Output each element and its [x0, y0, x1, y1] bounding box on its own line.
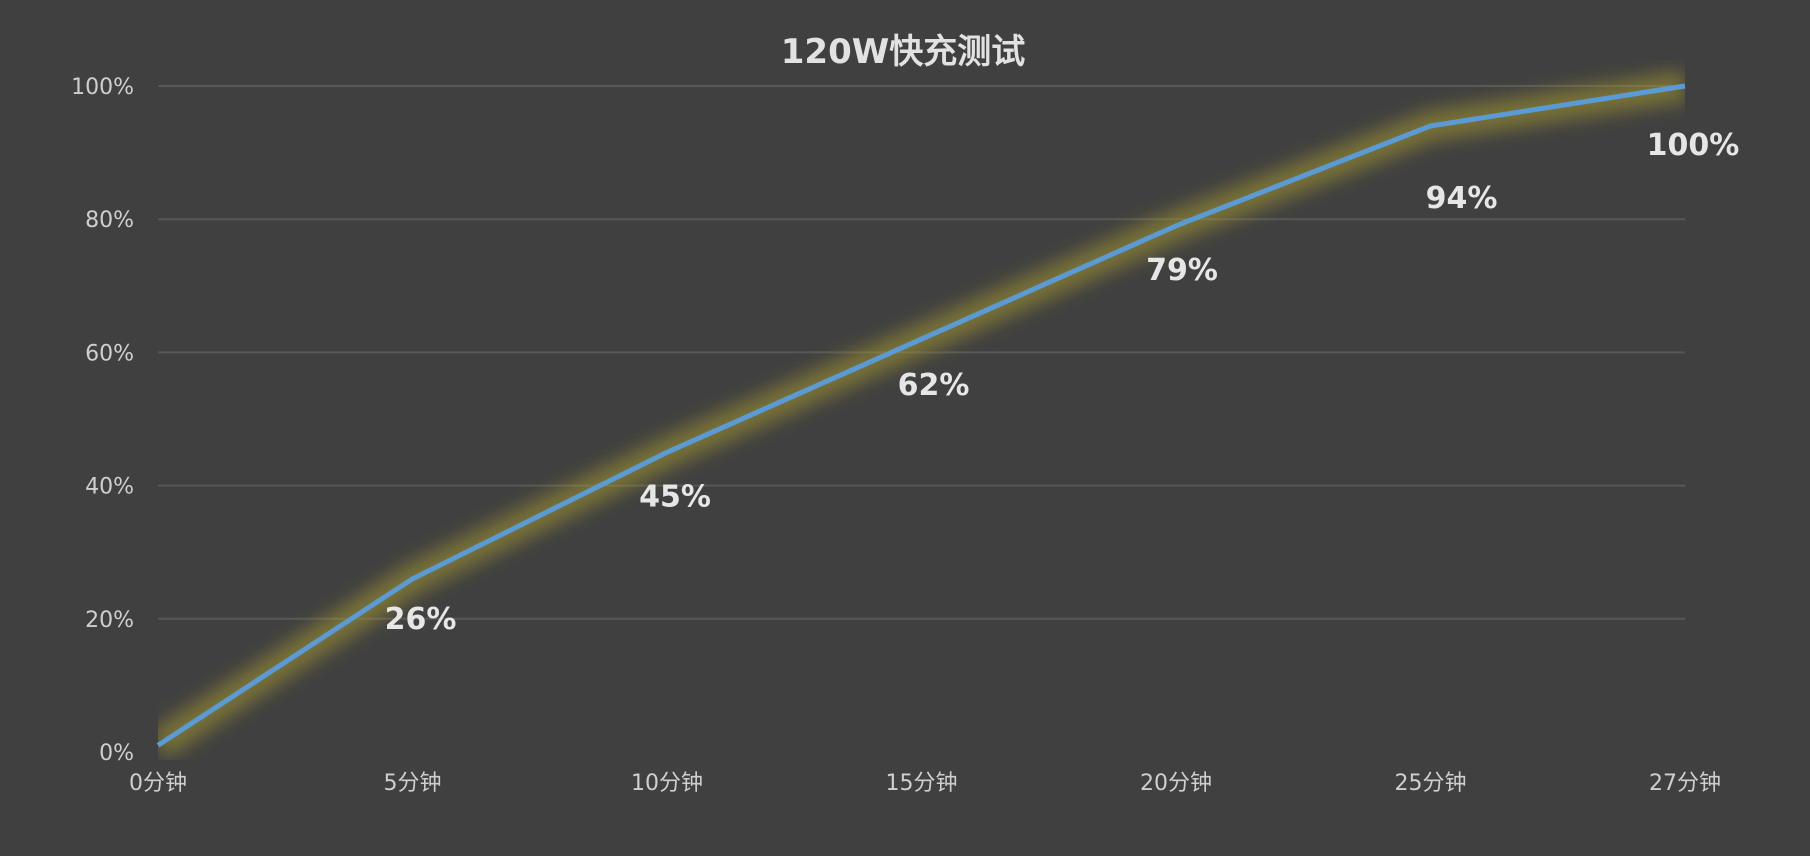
- y-tick-label: 20%: [85, 608, 134, 633]
- y-tick-label: 0%: [99, 741, 134, 766]
- data-label: 100%: [1647, 128, 1740, 163]
- data-label: 45%: [639, 479, 711, 514]
- series-line: [156, 83, 1686, 748]
- data-label: 79%: [1146, 253, 1218, 288]
- chart-title: 120W快充测试: [781, 32, 1025, 72]
- x-tick-label: 10分钟: [631, 771, 703, 796]
- data-label: 26%: [385, 602, 457, 637]
- x-tick-label: 5分钟: [384, 771, 442, 796]
- y-axis-ticks: 0% 20% 40% 60% 80% 100%: [71, 75, 134, 766]
- x-tick-label: 0分钟: [129, 771, 187, 796]
- data-label: 94%: [1426, 181, 1498, 216]
- y-tick-label: 100%: [71, 75, 134, 100]
- x-tick-label: 15分钟: [886, 771, 958, 796]
- y-tick-label: 80%: [85, 208, 134, 233]
- x-axis-ticks: 0分钟 5分钟 10分钟 15分钟 20分钟 25分钟 27分钟: [129, 771, 1721, 796]
- data-labels: 26% 45% 62% 79% 94% 100%: [385, 128, 1740, 637]
- x-tick-label: 20分钟: [1140, 771, 1212, 796]
- y-tick-label: 60%: [85, 341, 134, 366]
- x-tick-label: 27分钟: [1649, 771, 1721, 796]
- data-label: 62%: [898, 368, 970, 403]
- y-tick-label: 40%: [85, 475, 134, 500]
- x-tick-label: 25分钟: [1395, 771, 1467, 796]
